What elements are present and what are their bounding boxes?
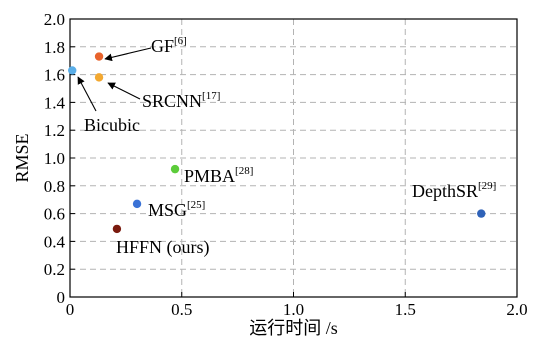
- point-label-ref: [6]: [174, 35, 187, 47]
- y-tick-label: 0.4: [44, 232, 66, 251]
- y-axis-title: RMSE: [12, 133, 32, 182]
- point-label: GF[6]: [151, 35, 187, 56]
- y-tick-label: 1.0: [44, 149, 65, 168]
- point-label-name: PMBA: [184, 166, 235, 186]
- point-label: Bicubic: [84, 115, 140, 135]
- y-tick-label: 0: [57, 288, 66, 307]
- point-label: PMBA[28]: [184, 165, 253, 186]
- point-msg: [132, 199, 142, 209]
- x-axis-title: 运行时间 /s: [249, 318, 338, 338]
- axis-ticks: 0 0.2 0.4 0.6 0.8 1.0 1.2 1.4 1.6 1.8 2.0 0 0.5 1.0 1.…: [44, 10, 528, 319]
- x-tick-label: 0: [66, 300, 75, 319]
- y-tick-label: 1.2: [44, 121, 65, 140]
- point-srcnn: [94, 73, 104, 82]
- annotation-arrows: [77, 47, 152, 112]
- point-label-name: GF: [151, 36, 174, 56]
- x-tick-label: 2.0: [506, 300, 527, 319]
- point-label: MSG[25]: [148, 199, 205, 220]
- point-label-name: Bicubic: [84, 115, 140, 135]
- y-tick-label: 1.8: [44, 38, 65, 57]
- point-label: SRCNN[17]: [142, 90, 220, 111]
- point-label-ref: [17]: [202, 90, 220, 102]
- y-tick-label: 1.6: [44, 66, 65, 85]
- x-tick-label: 1.0: [283, 300, 304, 319]
- y-tick-label: 1.4: [44, 93, 66, 112]
- point-gf: [94, 52, 104, 61]
- annotation-arrow: [104, 47, 152, 62]
- point-label-name: MSG: [148, 200, 187, 220]
- point-label-ref: [28]: [235, 165, 253, 177]
- point-depthsr: [477, 209, 486, 218]
- point-label: HFFN (ours): [116, 237, 210, 258]
- y-tick-label: 0.2: [44, 260, 65, 279]
- grid-lines: [70, 19, 517, 297]
- point-label-name: HFFN (ours): [116, 237, 210, 258]
- annotation-arrow: [107, 82, 141, 100]
- point-bicubic: [68, 66, 77, 75]
- point-label-name: SRCNN: [142, 91, 202, 111]
- x-tick-label: 0.5: [171, 300, 192, 319]
- y-tick-label: 0.6: [44, 205, 65, 224]
- data-points: [68, 52, 486, 234]
- point-label: DepthSR[29]: [412, 180, 496, 201]
- y-tick-label: 0.8: [44, 177, 65, 196]
- point-label-name: DepthSR: [412, 181, 478, 201]
- point-hffn-ours-: [112, 224, 122, 234]
- point-label-ref: [25]: [187, 199, 205, 211]
- point-label-ref: [29]: [478, 180, 496, 192]
- point-pmba: [170, 164, 180, 174]
- x-tick-label: 1.5: [395, 300, 416, 319]
- y-tick-label: 2.0: [44, 10, 65, 29]
- annotation-arrow: [77, 76, 97, 112]
